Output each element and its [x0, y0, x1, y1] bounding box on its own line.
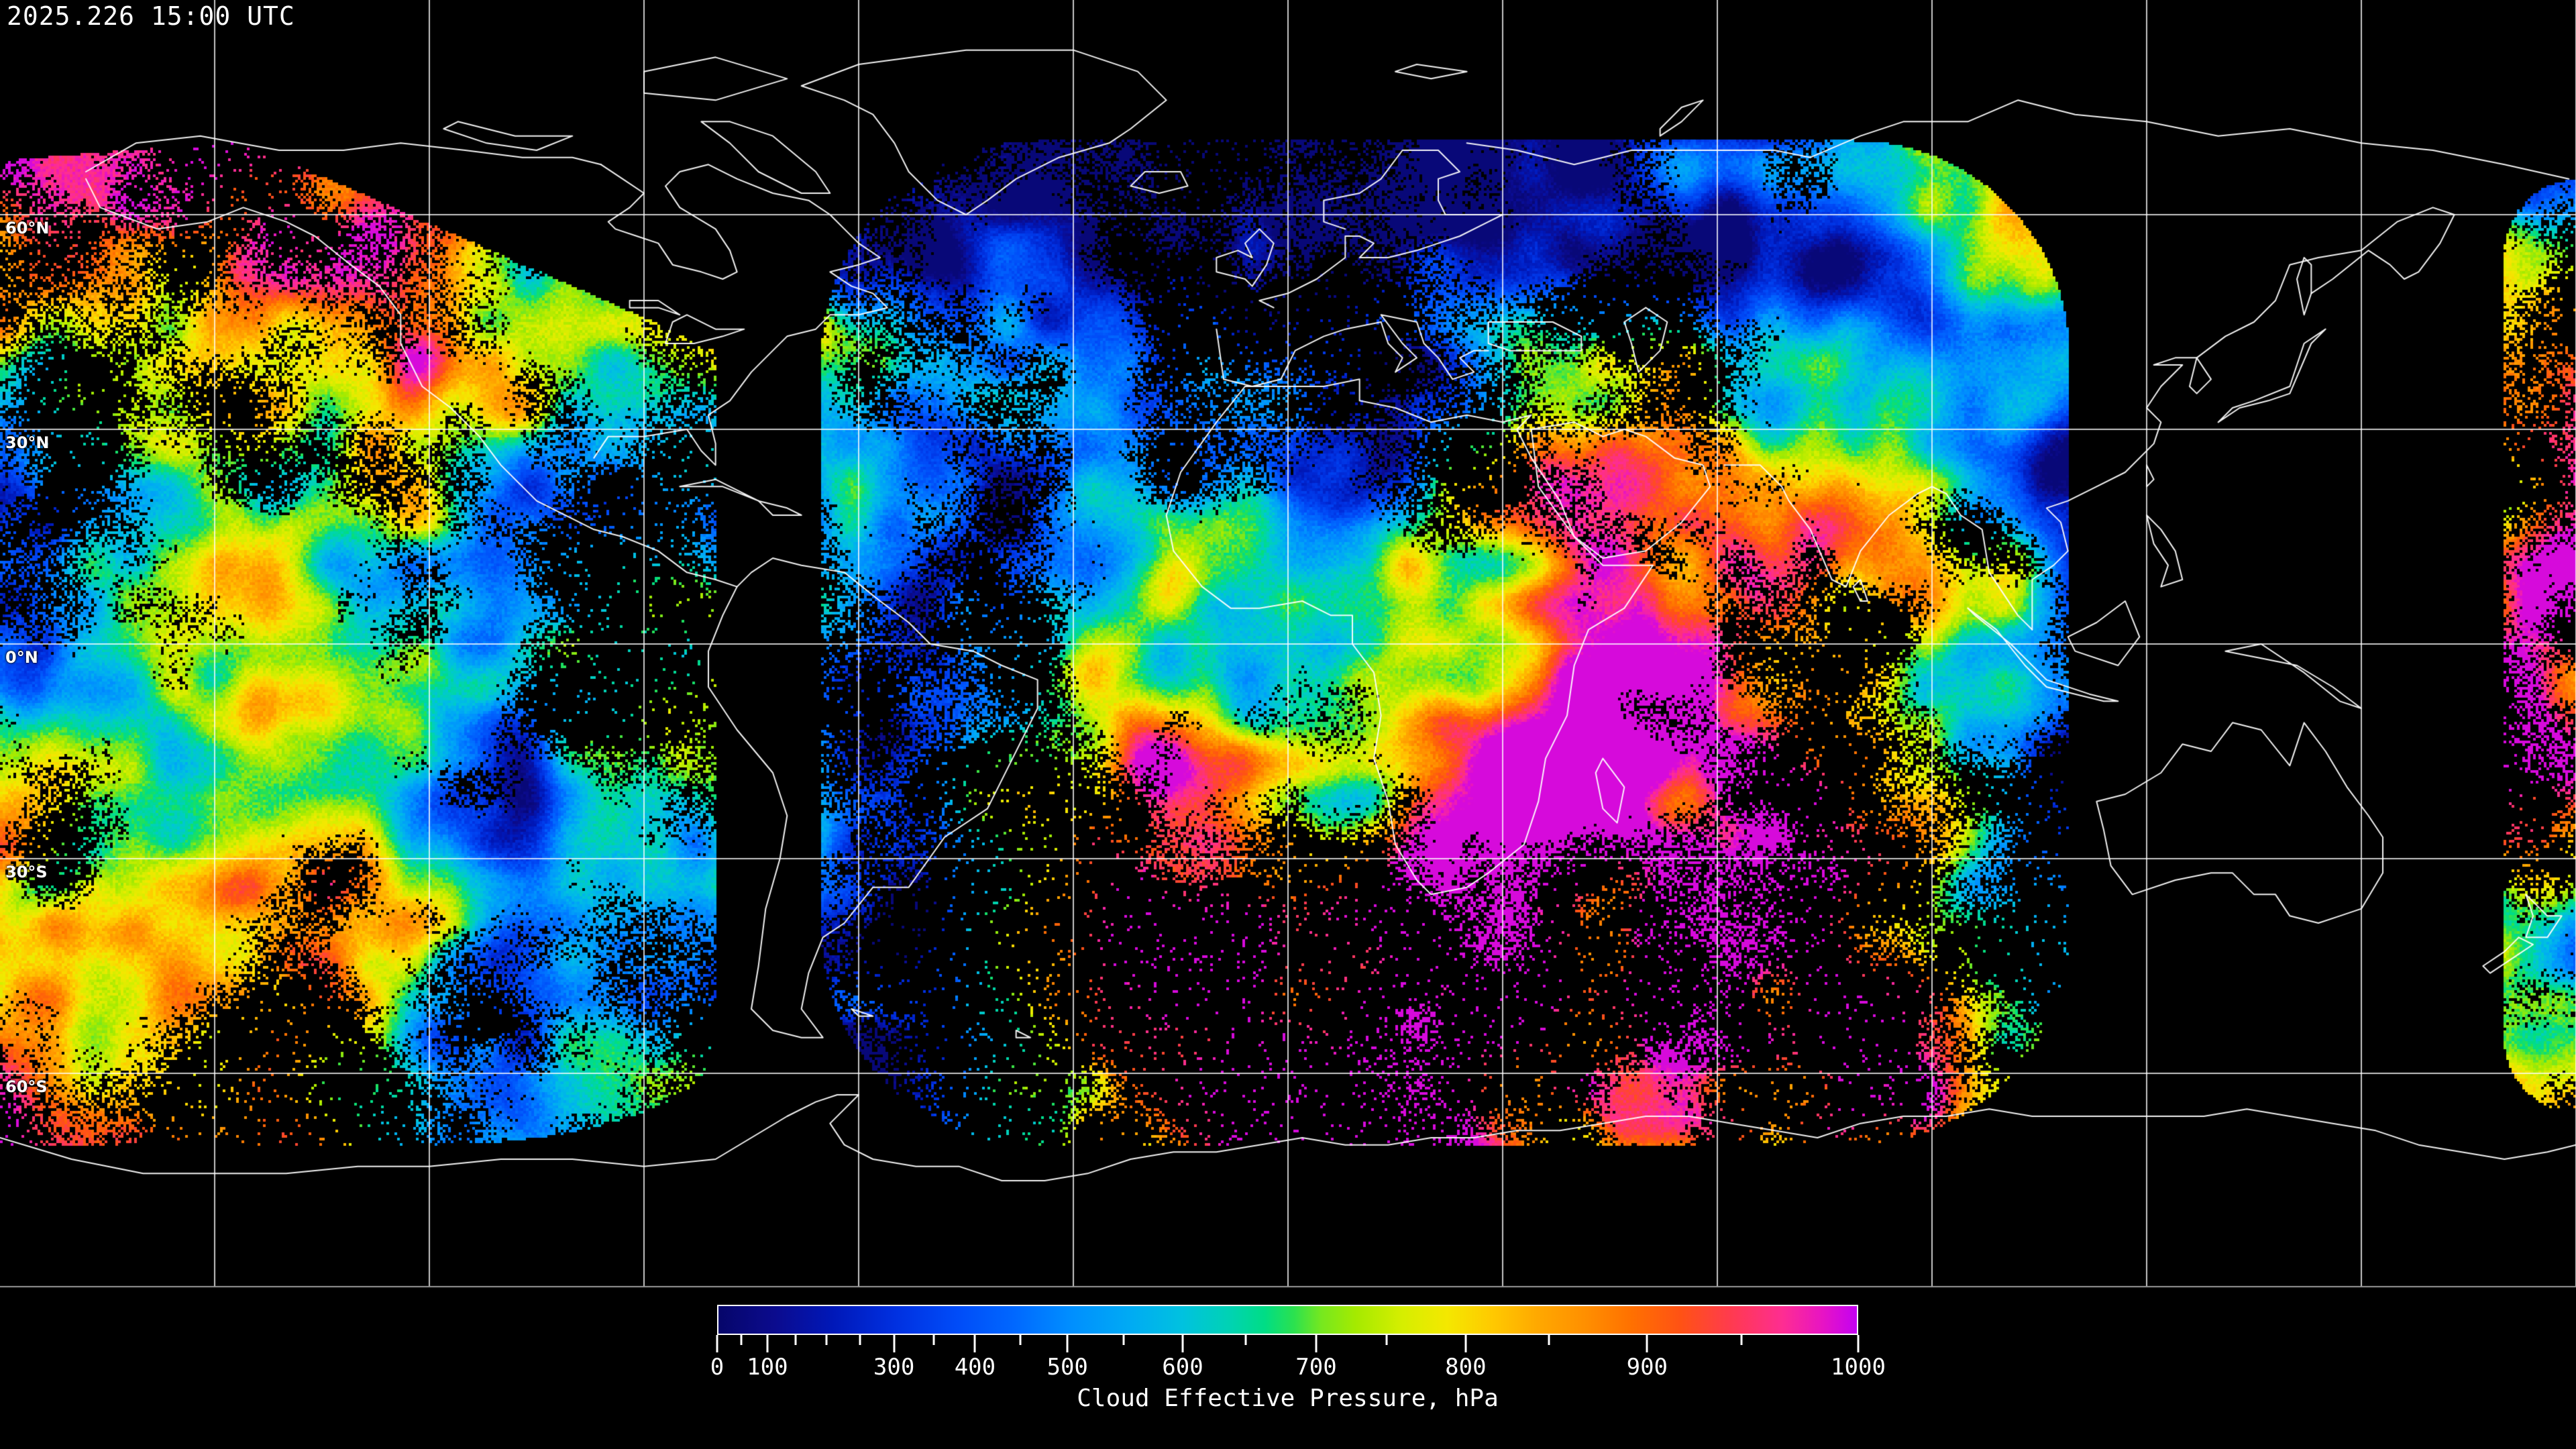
colorbar-tick-label: 900 — [1626, 1354, 1668, 1381]
colorbar-tick — [1385, 1335, 1388, 1345]
colorbar-title: Cloud Effective Pressure, hPa — [1077, 1385, 1499, 1412]
colorbar-tick — [859, 1335, 861, 1345]
colorbar-tick-label: 100 — [747, 1354, 788, 1381]
colorbar-tick — [1122, 1335, 1125, 1345]
colorbar-tick — [1740, 1335, 1743, 1345]
colorbar-tick — [1181, 1335, 1184, 1352]
colorbar-tick — [973, 1335, 976, 1352]
colorbar-tick-label: 600 — [1162, 1354, 1203, 1381]
latitude-label: 30°N — [5, 433, 50, 452]
colorbar-tick — [716, 1335, 718, 1352]
colorbar-tick — [932, 1335, 935, 1345]
latitude-label: 60°N — [5, 219, 50, 237]
world-map-canvas — [0, 0, 2576, 1288]
colorbar-tick — [825, 1335, 828, 1345]
latitude-label: 30°S — [5, 863, 48, 881]
colorbar-tick-label: 300 — [873, 1354, 915, 1381]
colorbar-tick-label: 500 — [1046, 1354, 1088, 1381]
colorbar-tick — [1315, 1335, 1318, 1352]
colorbar-tick — [1857, 1335, 1860, 1352]
colorbar-gradient — [717, 1305, 1858, 1335]
colorbar-tick — [740, 1335, 743, 1345]
colorbar-tick-label: 400 — [954, 1354, 996, 1381]
colorbar-tick-label: 700 — [1295, 1354, 1337, 1381]
colorbar-tick-label: 800 — [1445, 1354, 1487, 1381]
colorbar-tick — [1646, 1335, 1648, 1352]
colorbar-tick — [1244, 1335, 1247, 1345]
colorbar-tick — [1464, 1335, 1467, 1352]
colorbar-tick — [794, 1335, 797, 1345]
colorbar-tick — [766, 1335, 769, 1352]
colorbar-tick — [893, 1335, 896, 1352]
colorbar-tick — [1548, 1335, 1550, 1345]
colorbar-tick-label: 0 — [710, 1354, 724, 1381]
latitude-label: 0°N — [5, 648, 38, 667]
colorbar-tick — [1066, 1335, 1069, 1352]
latitude-label: 60°S — [5, 1077, 48, 1096]
colorbar-tick-label: 1000 — [1831, 1354, 1886, 1381]
colorbar-tick — [1019, 1335, 1022, 1345]
timestamp: 2025.226 15:00 UTC — [7, 1, 295, 31]
